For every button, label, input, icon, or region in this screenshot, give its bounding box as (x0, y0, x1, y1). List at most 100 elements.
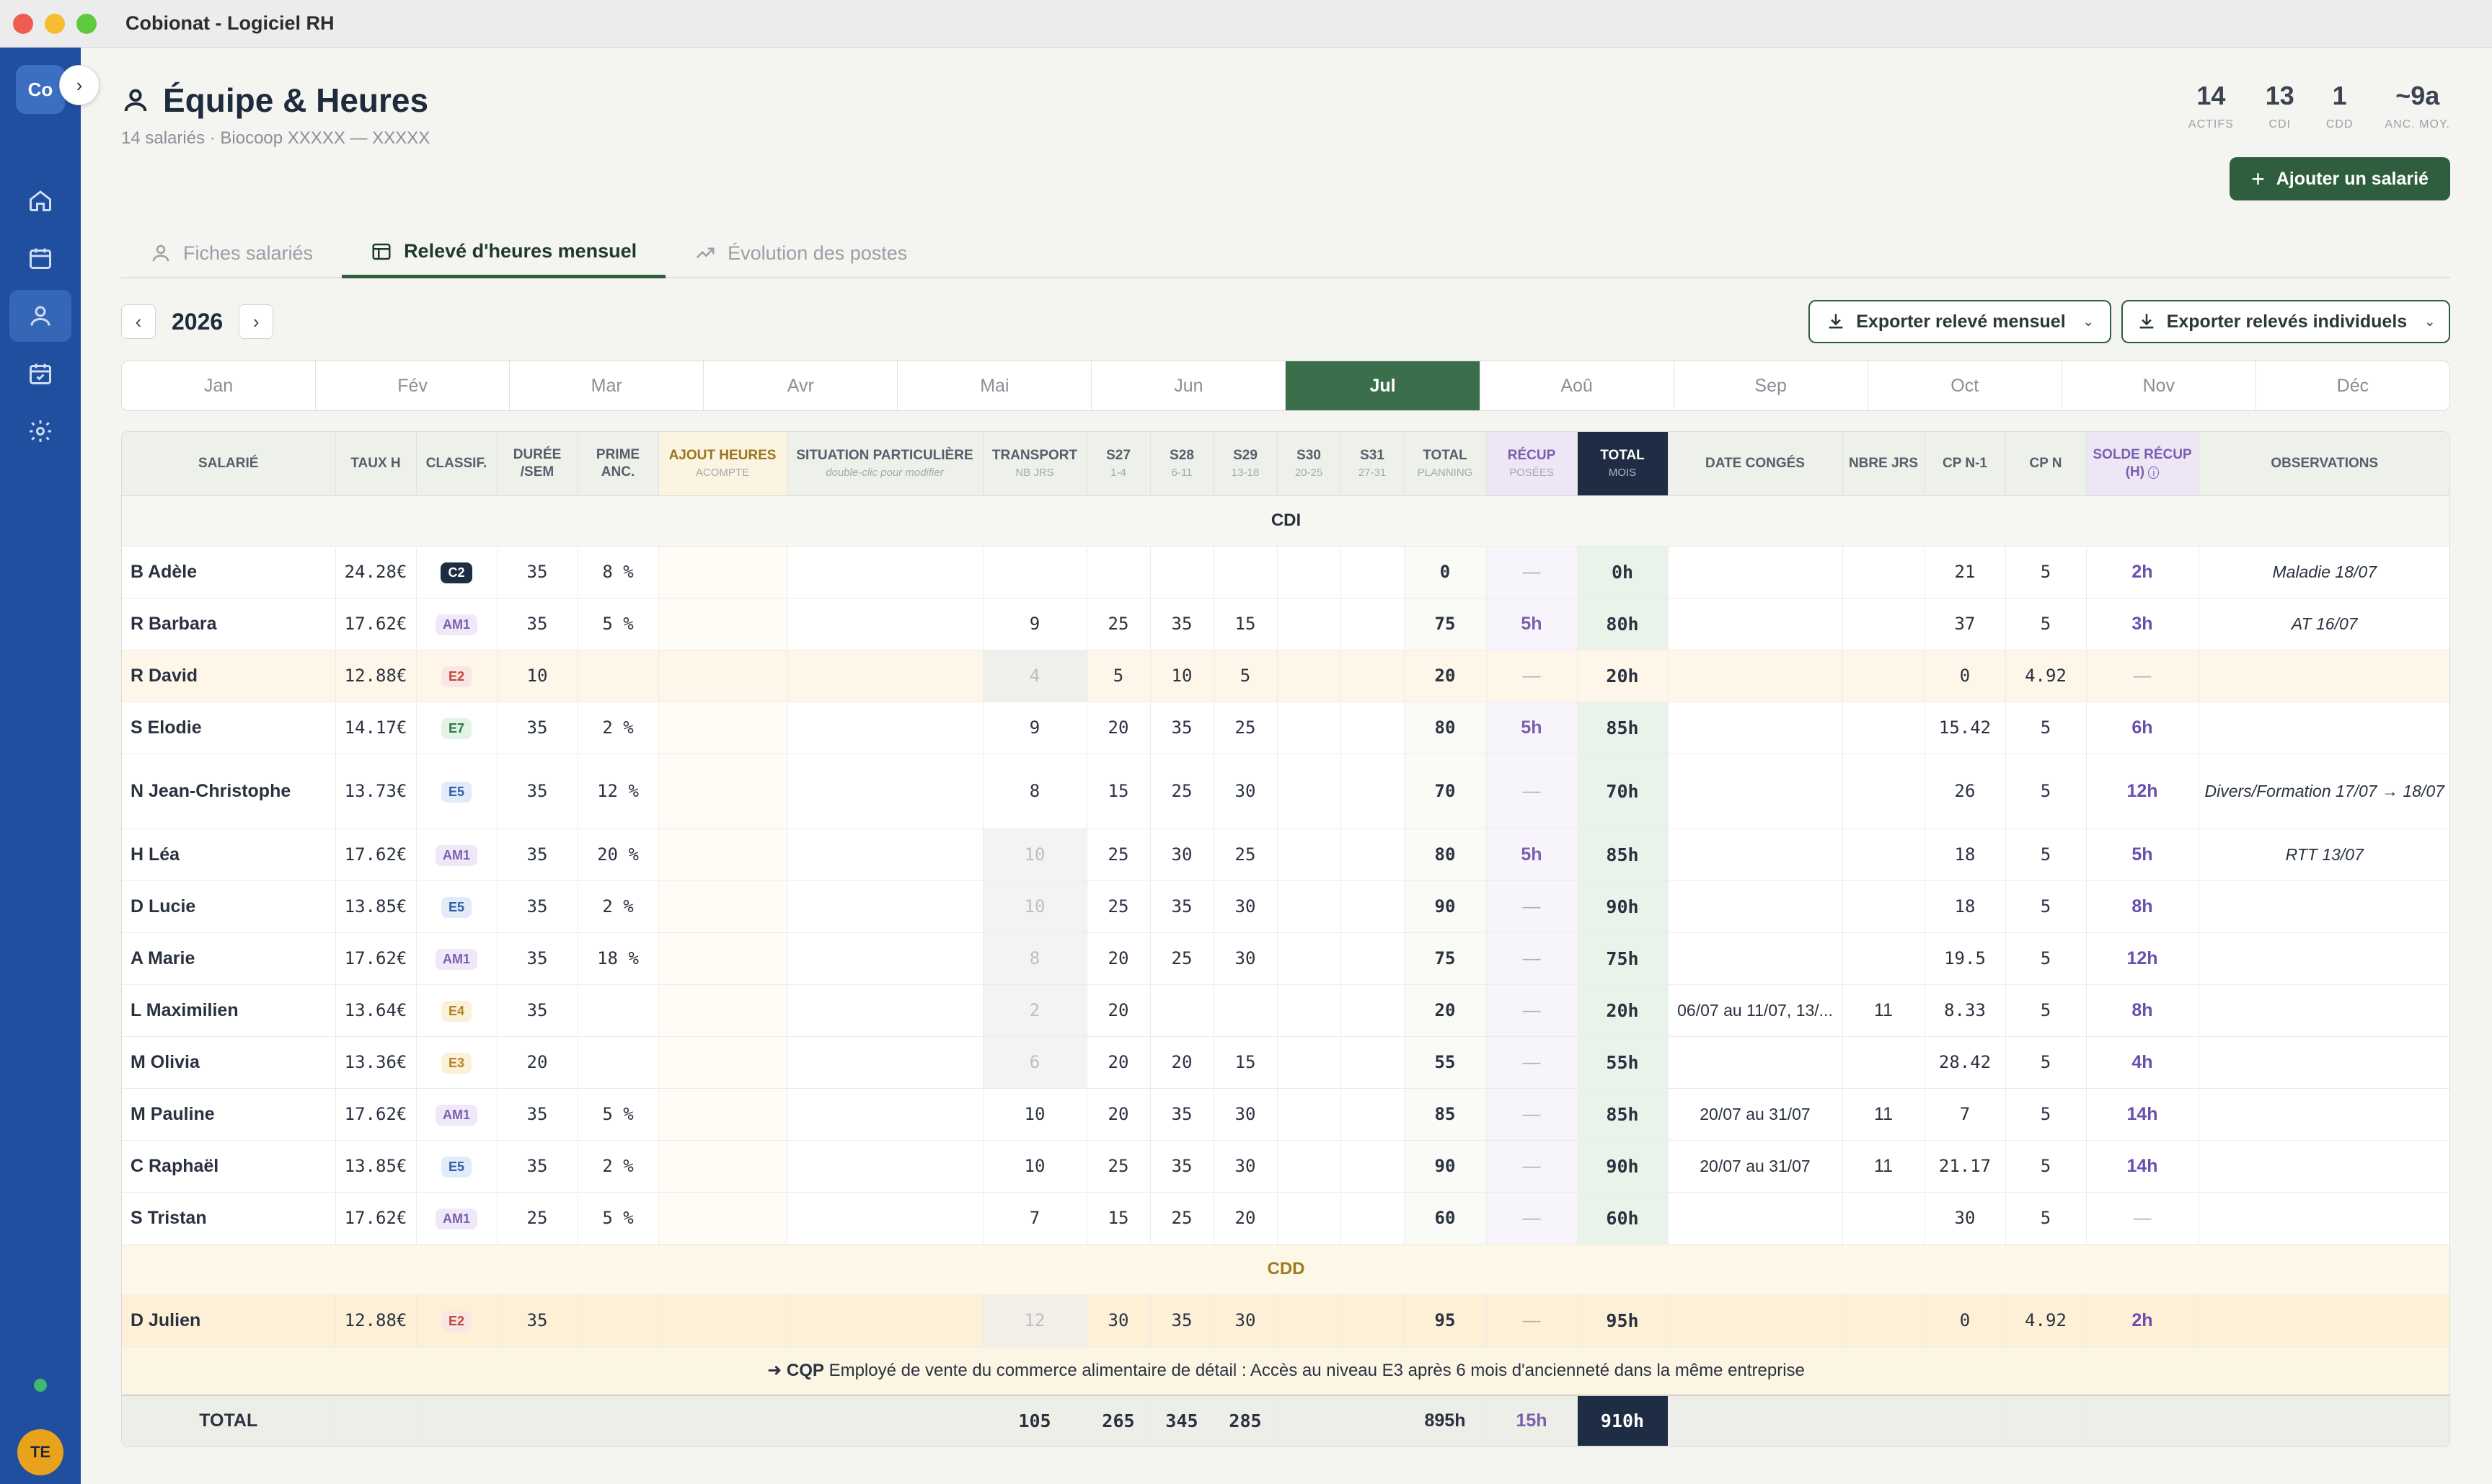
date-conges[interactable] (1668, 650, 1843, 702)
next-year-button[interactable]: › (239, 304, 274, 339)
col-duree[interactable]: DURÉE /SEM (497, 432, 578, 496)
week-hours-s27[interactable] (1087, 546, 1151, 599)
info-icon[interactable]: i (2148, 466, 2160, 479)
ajout-heures-cell[interactable] (658, 932, 787, 985)
col-taux[interactable]: TAUX H (335, 432, 417, 496)
week-hours-s29[interactable]: 25 (1214, 829, 1278, 881)
transport-days[interactable]: 10 (983, 880, 1087, 933)
month-tab[interactable]: Mar (510, 361, 704, 410)
employee-name[interactable]: R David (122, 650, 336, 702)
week-hours-s29[interactable]: 30 (1214, 1294, 1278, 1347)
week-hours-s28[interactable]: 35 (1150, 880, 1214, 933)
week-hours-s27[interactable]: 20 (1087, 984, 1151, 1037)
week-hours-s29[interactable]: 30 (1214, 880, 1278, 933)
col-s27[interactable]: S27 1-4 (1087, 432, 1151, 496)
previous-year-button[interactable]: ‹ (121, 304, 156, 339)
situation-cell[interactable] (787, 984, 984, 1037)
observations[interactable] (2199, 1036, 2449, 1089)
observations[interactable]: RTT 13/07 (2199, 829, 2449, 881)
col-cp-n1[interactable]: CP N-1 (1925, 432, 2006, 496)
ajout-heures-cell[interactable] (658, 1088, 787, 1141)
employee-name[interactable]: H Léa (122, 829, 336, 881)
month-tab[interactable]: Déc (2336, 375, 2369, 396)
observations[interactable] (2199, 1192, 2449, 1245)
employee-name[interactable]: R Barbara (122, 598, 336, 650)
ajout-heures-cell[interactable] (658, 829, 787, 881)
table-row[interactable]: D Lucie 13.85€ E5 35 2 % 10 25 35 30 90—90h 18 5 8h (122, 880, 2449, 933)
week-hours-s28[interactable]: 35 (1150, 702, 1214, 754)
situation-cell[interactable] (787, 1036, 984, 1089)
observations[interactable]: Maladie 18/07 (2199, 546, 2449, 599)
tab-evolution-postes[interactable]: Évolution des postes (666, 228, 936, 278)
date-conges[interactable] (1668, 546, 1843, 599)
employee-name[interactable]: M Olivia (122, 1036, 336, 1089)
observations[interactable] (2199, 880, 2449, 933)
week-hours-s31[interactable] (1340, 1294, 1405, 1347)
observations[interactable] (2199, 932, 2449, 985)
table-row[interactable]: R David 12.88€ E2 10 4 5 10 5 20—20h 0 4.92— (122, 650, 2449, 702)
col-total-planning[interactable]: TOTAL PLANNING (1404, 432, 1487, 496)
week-hours-s31[interactable] (1340, 546, 1405, 599)
add-employee-button[interactable]: + Ajouter un salarié (2230, 157, 2450, 200)
table-row[interactable]: H Léa 17.62€ AM1 35 20 % 10 25 30 25 80 5h 85h 18 5 5h… (122, 829, 2449, 881)
situation-cell[interactable] (787, 754, 984, 829)
week-hours-s31[interactable] (1340, 1036, 1405, 1089)
week-hours-s27[interactable]: 15 (1087, 1192, 1151, 1245)
week-hours-s27[interactable]: 30 (1087, 1294, 1151, 1347)
transport-days[interactable]: 10 (983, 829, 1087, 881)
transport-days[interactable]: 7 (983, 1192, 1087, 1245)
week-hours-s30[interactable] (1277, 650, 1341, 702)
transport-days[interactable]: 9 (983, 702, 1087, 754)
week-hours-s29[interactable]: 5 (1214, 650, 1278, 702)
week-hours-s30[interactable] (1277, 1088, 1341, 1141)
week-hours-s28[interactable]: 25 (1150, 1192, 1214, 1245)
sidebar-expand-button[interactable]: › (59, 65, 100, 105)
date-conges[interactable]: 06/07 au 11/07, 13/... (1668, 984, 1843, 1037)
observations[interactable] (2199, 1088, 2449, 1141)
export-individual-button[interactable]: Exporter relevés individuels ⌄ (2121, 300, 2450, 343)
month-tab[interactable]: Aoû (1480, 361, 1674, 410)
app-logo[interactable]: Co (16, 65, 65, 114)
date-conges[interactable] (1668, 754, 1843, 829)
col-s28[interactable]: S28 6-11 (1150, 432, 1214, 496)
col-prime[interactable]: PRIME ANC. (578, 432, 659, 496)
week-hours-s29[interactable]: 25 (1214, 702, 1278, 754)
observations[interactable] (2199, 702, 2449, 754)
col-solde-recup[interactable]: SOLDE RÉCUP (H) i (2086, 432, 2199, 496)
month-tab[interactable]: Fév (316, 361, 511, 410)
ajout-heures-cell[interactable] (658, 702, 787, 754)
week-hours-s28[interactable]: 25 (1150, 754, 1214, 829)
col-recup[interactable]: RÉCUP POSÉES (1486, 432, 1578, 496)
week-hours-s30[interactable] (1277, 1036, 1341, 1089)
week-hours-s29[interactable]: 30 (1214, 932, 1278, 985)
employee-name[interactable]: C Raphaël (122, 1140, 336, 1193)
week-hours-s27[interactable]: 25 (1087, 598, 1151, 650)
employee-name[interactable]: N Jean-Christophe (122, 754, 336, 829)
transport-days[interactable]: 8 (983, 932, 1087, 985)
week-hours-s29[interactable]: 30 (1214, 1088, 1278, 1141)
situation-cell[interactable] (787, 829, 984, 881)
user-avatar[interactable]: TE (17, 1429, 63, 1475)
table-row[interactable]: S Tristan 17.62€ AM1 25 5 % 7 15 25 20 60—60h 30 5— (122, 1192, 2449, 1245)
week-hours-s31[interactable] (1340, 754, 1405, 829)
date-conges[interactable] (1668, 880, 1843, 933)
table-row[interactable]: M Pauline 17.62€ AM1 35 5 % 10 20 35 30 85—85h 20/… (122, 1088, 2449, 1141)
employee-name[interactable]: S Elodie (122, 702, 336, 754)
col-cp-n[interactable]: CP N (2005, 432, 2087, 496)
week-hours-s31[interactable] (1340, 880, 1405, 933)
week-hours-s29[interactable]: 30 (1214, 1140, 1278, 1193)
col-s30[interactable]: S30 20-25 (1277, 432, 1341, 496)
date-conges[interactable] (1668, 829, 1843, 881)
situation-cell[interactable] (787, 1088, 984, 1141)
employee-name[interactable]: B Adèle (122, 546, 336, 599)
table-row[interactable]: B Adèle 24.28€ C2 35 8 % 0—0h 21 5 2h Maladie 18/… (122, 546, 2449, 599)
situation-cell[interactable] (787, 598, 984, 650)
observations[interactable]: AT 16/07 (2199, 598, 2449, 650)
transport-days[interactable]: 2 (983, 984, 1087, 1037)
date-conges[interactable] (1668, 1192, 1843, 1245)
col-salarie[interactable]: SALARIÉ (122, 432, 336, 496)
week-hours-s27[interactable]: 25 (1087, 880, 1151, 933)
week-hours-s28[interactable] (1150, 984, 1214, 1037)
table-row[interactable]: D Julien 12.88€ E2 35 12 30 35 30 95—95h 0 4.92 2h (122, 1294, 2449, 1347)
table-row[interactable]: S Elodie 14.17€ E7 35 2 % 9 20 35 25 80 5h 85h 15.42… (122, 702, 2449, 754)
